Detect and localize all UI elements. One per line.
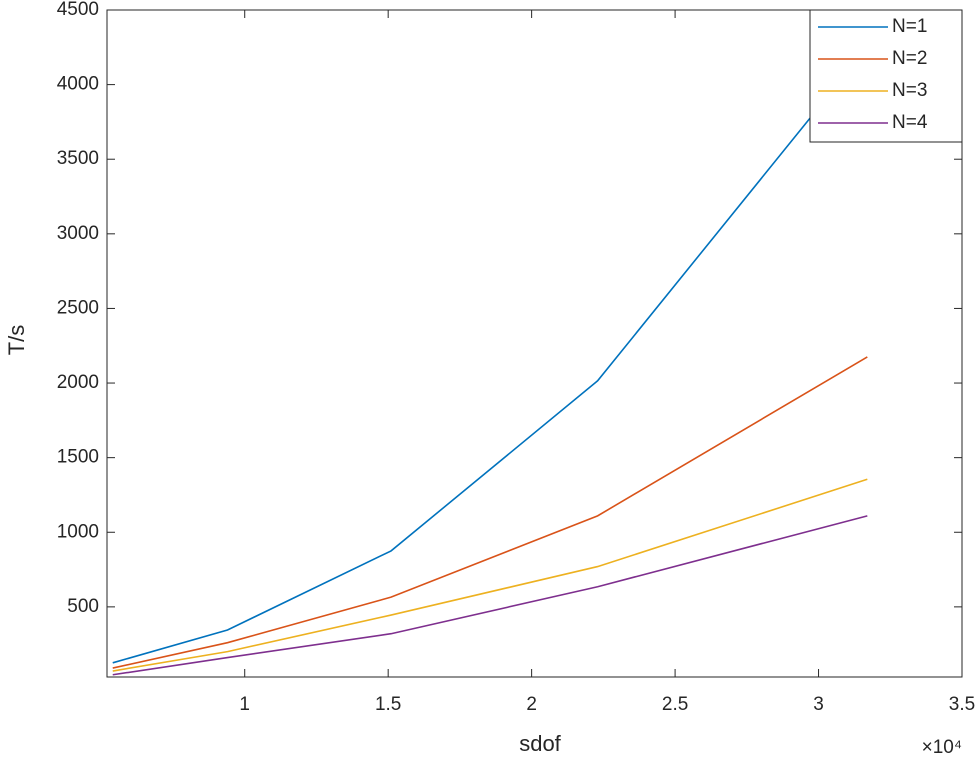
y-tick-label: 4500 bbox=[57, 0, 99, 20]
legend-label: N=2 bbox=[892, 48, 927, 69]
x-axis-label: sdof bbox=[519, 731, 561, 756]
x-tick-label: 1 bbox=[239, 694, 250, 715]
x-multiplier: ×10⁴ bbox=[922, 737, 962, 758]
series-line bbox=[112, 46, 868, 664]
legend-label: N=3 bbox=[892, 80, 927, 101]
x-tick-label: 2 bbox=[526, 694, 537, 715]
x-tick-label: 1.5 bbox=[375, 694, 401, 715]
x-tick-label: 3 bbox=[813, 694, 824, 715]
series-line bbox=[112, 515, 868, 676]
y-tick-label: 3500 bbox=[57, 148, 99, 169]
y-tick-label: 4000 bbox=[57, 74, 99, 95]
series-line bbox=[112, 356, 868, 669]
y-tick-label: 2500 bbox=[57, 297, 99, 318]
y-axis-label: T/s bbox=[4, 325, 29, 356]
y-tick-label: 500 bbox=[67, 596, 99, 617]
legend-box bbox=[809, 9, 963, 143]
y-tick-label: 1500 bbox=[57, 447, 99, 468]
series-line bbox=[112, 478, 868, 672]
x-tick-label: 2.5 bbox=[662, 694, 688, 715]
y-tick-label: 2000 bbox=[57, 372, 99, 393]
y-tick-label: 1000 bbox=[57, 521, 99, 542]
legend-label: N=1 bbox=[892, 16, 927, 37]
y-tick-label: 3000 bbox=[57, 223, 99, 244]
legend-label: N=4 bbox=[892, 112, 928, 133]
x-tick-label: 3.5 bbox=[949, 694, 975, 715]
